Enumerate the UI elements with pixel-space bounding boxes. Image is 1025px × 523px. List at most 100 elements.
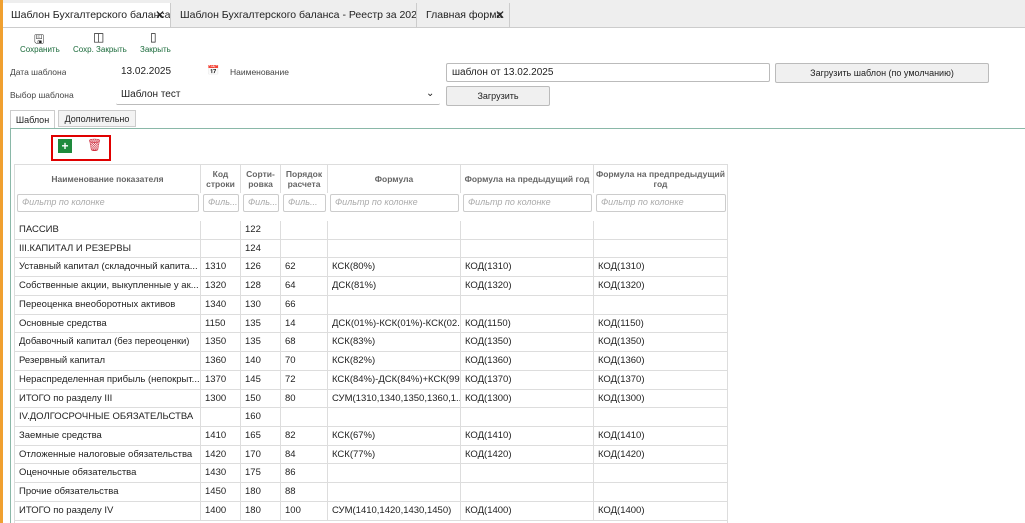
column-header[interactable]: Сорти-ровка (241, 165, 281, 193)
column-header[interactable]: Формула (328, 165, 461, 193)
cell: КСК(83%) (328, 333, 461, 353)
calendar-icon[interactable]: 📅 (207, 65, 220, 76)
cell: КОД(1300) (461, 389, 594, 409)
cell (328, 221, 461, 240)
cell: КОД(1360) (461, 352, 594, 371)
cell: КОД(1370) (594, 371, 727, 390)
cell: КСК(84%)-ДСК(84%)+КСК(99... (328, 370, 461, 390)
cell: 84 (281, 445, 328, 465)
column-header[interactable]: Наименование показателя (15, 165, 201, 193)
cell: 124 (241, 239, 281, 259)
cell: ИТОГО по разделу IV (15, 501, 201, 521)
select[interactable]: Шаблон тест (116, 86, 440, 105)
cell (461, 295, 594, 315)
cell: 175 (241, 464, 281, 484)
cell: Оценочные обязательства (15, 464, 201, 484)
cell (594, 408, 727, 428)
button[interactable]: Загрузить (446, 86, 550, 106)
column-header[interactable]: Формула на предыдущий год (461, 165, 594, 193)
cell: 68 (281, 333, 328, 353)
cell: 160 (241, 408, 281, 428)
toolbar-button[interactable]: Закрыть (140, 45, 171, 54)
button[interactable]: Загрузить шаблон (по умолчанию) (775, 63, 989, 83)
tab[interactable]: Шаблон Бухгалтерского баланса - Реестр з… (172, 3, 417, 27)
chevron[interactable]: ⌄ (426, 88, 435, 99)
cell: 1300 (201, 389, 241, 409)
cell (201, 221, 241, 240)
panel (10, 128, 1025, 523)
column-filter[interactable]: Фильтр по колонке (596, 194, 726, 212)
column-filter[interactable]: Фильтр по колонке (17, 194, 199, 212)
toolbar-button[interactable]: Сохранить (20, 45, 60, 54)
cell: КОД(1410) (461, 427, 594, 446)
column-header[interactable]: Код строки (201, 165, 241, 193)
cell: 1150 (201, 314, 241, 334)
cell: КСК(80%) (328, 258, 461, 278)
cell (461, 483, 594, 502)
cell: ДСК(01%)-КСК(01%)-КСК(02... (328, 314, 461, 334)
cell: КСК(67%) (328, 427, 461, 446)
column-header[interactable]: Формула на предпредыдущий год (594, 165, 727, 193)
cell: 165 (241, 427, 281, 446)
cell: КОД(1350) (594, 333, 727, 353)
cell: 126 (241, 258, 281, 278)
cell: 135 (241, 333, 281, 353)
cell: 140 (241, 352, 281, 371)
close[interactable]: ✕ (495, 8, 506, 22)
label: Выбор шаблона (10, 90, 74, 100)
cell (201, 408, 241, 428)
cell: КСК(77%) (328, 445, 461, 465)
delete-button[interactable]: 🗑 (87, 138, 103, 152)
column-filter[interactable]: Фильтр по колонке (463, 194, 592, 212)
cell: 1360 (201, 352, 241, 371)
cell: Уставный капитал (складочный капита... (15, 258, 201, 278)
cell: КОД(1400) (594, 502, 727, 521)
cell: 88 (281, 483, 328, 502)
cell: Резервный капитал (15, 352, 201, 371)
cell (328, 239, 461, 259)
edge (0, 0, 3, 523)
column-filter[interactable]: Фильтр по колонке (330, 194, 459, 212)
cell: КОД(1320) (594, 277, 727, 296)
cell: КОД(1410) (594, 427, 727, 446)
cell: 1450 (201, 483, 241, 502)
cell: 100 (281, 501, 328, 521)
cell (461, 239, 594, 259)
date-input[interactable]: 13.02.2025 (121, 66, 172, 77)
cell: 70 (281, 352, 328, 371)
cell: Прочие обязательства (15, 483, 201, 502)
column-filter[interactable]: Филь... (283, 194, 326, 212)
column-filter[interactable]: Филь... (243, 194, 279, 212)
cell: 1310 (201, 258, 241, 278)
subtab[interactable]: Шаблон (10, 110, 55, 129)
cell (594, 464, 727, 484)
icon: 🖫 (34, 32, 45, 46)
cell: 180 (241, 501, 281, 521)
cell: 180 (241, 483, 281, 502)
cell: КОД(1310) (461, 258, 594, 278)
subtab[interactable]: Дополнительно (58, 110, 136, 127)
cell: КОД(1150) (461, 314, 594, 334)
toolbar-button[interactable]: Сохр. Закрыть (73, 45, 127, 54)
close[interactable]: ✕ (155, 8, 166, 22)
label: Наименование (230, 67, 289, 77)
cell: 122 (241, 221, 281, 240)
add-button[interactable]: + (58, 139, 72, 153)
name-input[interactable]: шаблон от 13.02.2025 (446, 63, 770, 82)
cell: Заемные средства (15, 427, 201, 446)
cell: Отложенные налоговые обязательства (15, 445, 201, 465)
icon: ◫ (93, 30, 105, 44)
column-header[interactable]: Порядок расчета (281, 165, 328, 193)
cell (281, 239, 328, 259)
tab[interactable]: Шаблон Бухгалтерского баланса (3, 3, 171, 27)
cell: 62 (281, 258, 328, 278)
cell (201, 239, 241, 259)
cell (281, 408, 328, 428)
cell: 1320 (201, 277, 241, 296)
cell: 66 (281, 295, 328, 315)
column-filter[interactable]: Филь... (203, 194, 239, 212)
cell (594, 483, 727, 502)
cell (461, 408, 594, 428)
tab[interactable]: Главная форма (418, 3, 510, 27)
